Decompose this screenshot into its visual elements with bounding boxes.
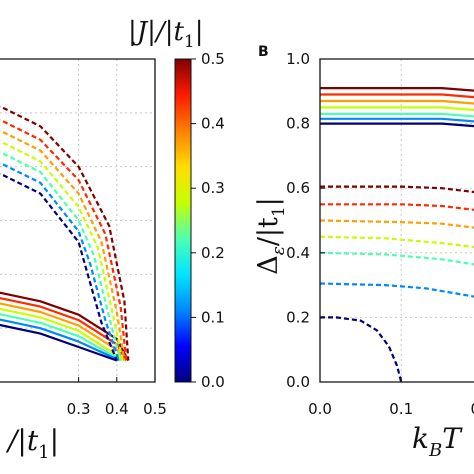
panel-b-y-tick-label: 0.6 xyxy=(286,179,310,197)
panel-b-series-solid-6 xyxy=(320,122,474,128)
panel-b-series-solid-0 xyxy=(320,86,474,92)
panel-a-series-dashed-10 xyxy=(0,140,124,361)
panel-a-xlabel: /|t1| xyxy=(5,424,59,463)
panel-b-series-solid-4 xyxy=(320,112,474,118)
colorbar: 0.0 0.1 0.2 0.3 0.4 0.5 |J|/|t1| xyxy=(128,17,225,391)
colorbar-label: |J|/|t1| xyxy=(128,17,204,52)
panel-b-y-tick-label: 0.4 xyxy=(286,244,310,262)
panel-b-series-solid-3 xyxy=(320,106,474,112)
panel-b-series-solid-1 xyxy=(320,93,474,99)
panel-b-series-dashed-8 xyxy=(320,203,474,211)
panel-a-series xyxy=(0,105,130,362)
panel-a-series-solid-6 xyxy=(0,323,118,362)
panel-b-y-tick-label: 0.8 xyxy=(286,115,310,133)
panel-b-series-dashed-13 xyxy=(320,316,403,382)
panel-b-series-dashed-11 xyxy=(320,251,474,266)
colorbar-tick-label: 0.0 xyxy=(201,373,225,391)
panel-a-series-dashed-7 xyxy=(0,105,130,361)
colorbar-tick-label: 0.1 xyxy=(201,308,225,326)
panel-b-y-tick-label: 0.0 xyxy=(286,373,310,391)
panel-b-series-dashed-12 xyxy=(320,282,474,298)
panel-a-x-tick-label: 0.3 xyxy=(67,400,91,418)
panel-b-series-solid-5 xyxy=(320,117,474,123)
panel-a-series-dashed-9 xyxy=(0,130,126,361)
panel-b-x-tick-label: 0.2 xyxy=(470,400,474,418)
panel-b-ylabel: Δε/|t1| xyxy=(253,197,289,275)
panel-b-x-tick-label: 0.0 xyxy=(308,400,332,418)
panel-b-y-tick-label: 0.2 xyxy=(286,308,310,326)
panel-a: 0.3 0.4 0.5 /|t1| xyxy=(0,58,167,463)
panel-b-frame xyxy=(319,58,474,383)
panel-a-x-tick-label: 0.4 xyxy=(105,400,129,418)
colorbar-tick-label: 0.5 xyxy=(201,50,225,68)
panel-a-x-tick-label: 0.5 xyxy=(143,400,167,418)
panel-b-letter: B xyxy=(258,44,269,60)
panel-a-series-dashed-12 xyxy=(0,162,120,361)
panel-b-series-dashed-9 xyxy=(320,219,474,229)
panel-b-y-tick-label: 1.0 xyxy=(286,50,310,68)
panel-a-series-dashed-8 xyxy=(0,119,128,361)
panel-b: B 0.0 0.1 0.2 0.0 0.2 0.4 0.6 0.8 1.0 Δε/|t1| k… xyxy=(253,44,474,461)
colorbar-tick-label: 0.3 xyxy=(201,179,225,197)
panel-b-series-dashed-7 xyxy=(320,185,474,194)
colorbar-tick-label: 0.4 xyxy=(201,115,225,133)
panel-a-grid xyxy=(0,59,156,382)
panel-a-series-solid-1 xyxy=(0,297,128,362)
colorbar-ticks: 0.0 0.1 0.2 0.3 0.4 0.5 xyxy=(191,50,225,391)
panel-b-series-solid-2 xyxy=(320,99,474,105)
panel-b-series xyxy=(320,86,474,382)
colorbar-gradient xyxy=(174,58,192,383)
colorbar-tick-label: 0.2 xyxy=(201,244,225,262)
panel-a-x-ticks: 0.3 0.4 0.5 xyxy=(67,377,167,418)
panel-a-frame xyxy=(0,58,156,383)
panel-b-series-dashed-10 xyxy=(320,235,474,249)
panel-b-xlabel: kBT xyxy=(412,422,463,461)
panel-b-x-tick-label: 0.1 xyxy=(389,400,413,418)
panel-a-series-dashed-13 xyxy=(0,173,118,361)
panel-b-x-ticks: 0.0 0.1 0.2 xyxy=(308,377,474,418)
panel-b-y-ticks: 0.0 0.2 0.4 0.6 0.8 1.0 xyxy=(286,50,325,391)
